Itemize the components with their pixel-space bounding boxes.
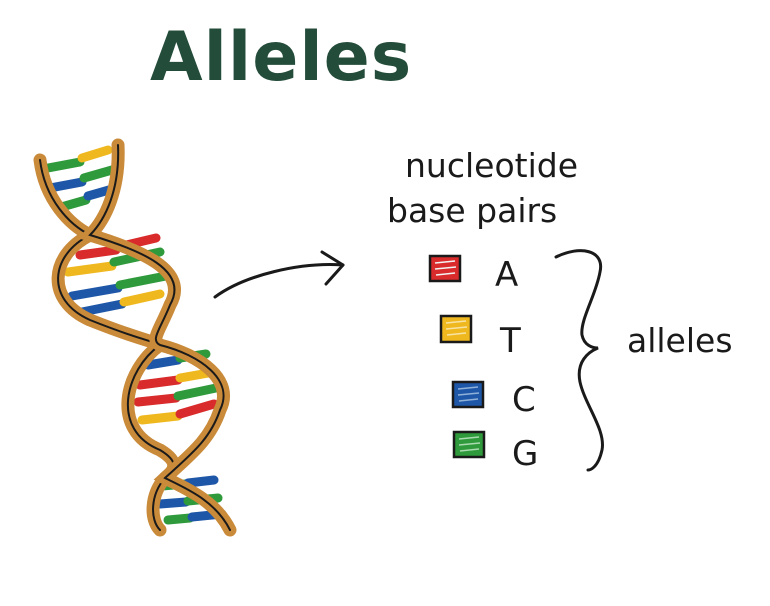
heading-line-2: base pairs <box>387 191 557 230</box>
legend-item-g: G <box>452 430 538 474</box>
alleles-label: alleles <box>627 321 733 360</box>
diagram-title: Alleles <box>150 18 412 97</box>
legend-item-c: C <box>451 380 536 420</box>
arrow-icon <box>213 250 345 299</box>
base-letter-a: A <box>495 255 518 295</box>
heading-line-1: nucleotide <box>405 146 578 185</box>
base-legend: A T C G <box>428 254 538 474</box>
legend-item-t: T <box>439 314 521 361</box>
legend-item-a: A <box>428 254 518 295</box>
curly-brace-icon <box>554 249 604 472</box>
helix-backbones <box>33 138 237 537</box>
dna-helix-icon <box>33 138 237 537</box>
base-letter-t: T <box>499 321 521 361</box>
base-letter-c: C <box>512 380 536 420</box>
base-letter-g: G <box>512 434 538 474</box>
yellow-swatch-icon <box>439 314 473 344</box>
